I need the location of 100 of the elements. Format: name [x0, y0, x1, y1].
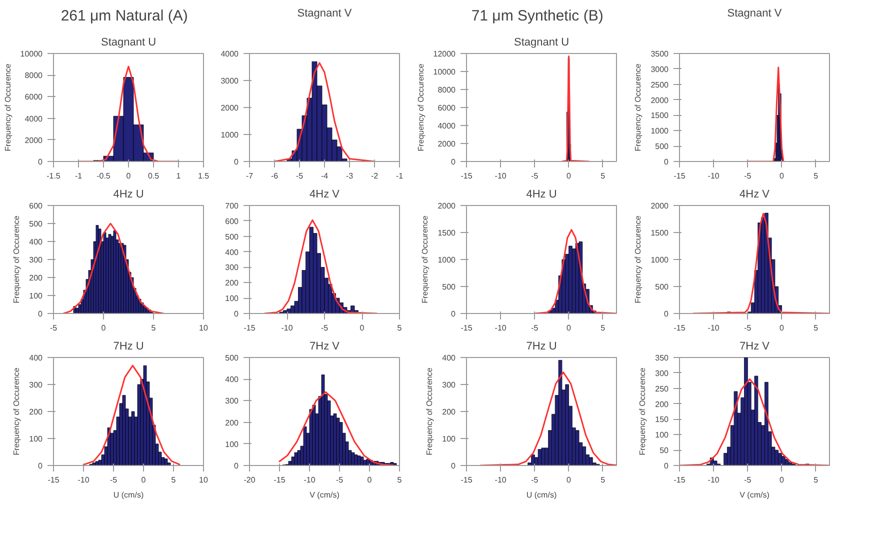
x-tick-label: -10: [304, 476, 316, 484]
y-tick-label: 300: [225, 396, 240, 406]
x-tick-label: -5: [296, 172, 304, 180]
y-tick-label: 100: [655, 430, 670, 440]
x-tick-label: -4: [320, 172, 329, 180]
y-axis-title: Frequency of Occurence: [416, 63, 426, 152]
x-tick-label: -15: [274, 476, 286, 484]
y-tick-label: 1500: [650, 228, 670, 238]
y-tick-label: 500: [225, 354, 240, 362]
x-tick-label: -10: [708, 172, 720, 180]
y-tick-label: 100: [225, 294, 240, 304]
x-tick-label: 0: [566, 476, 572, 484]
x-tick-label: -1: [396, 172, 404, 180]
x-tick-label: -10: [281, 324, 294, 332]
x-tick-label: -15: [674, 324, 686, 332]
x-tick-label: 0: [566, 172, 572, 180]
y-tick-label: 300: [29, 256, 44, 264]
y-tick-label: 1500: [438, 228, 456, 238]
y-tick-label: 1500: [650, 111, 670, 120]
y-tick-label: 200: [29, 408, 44, 416]
y-tick-label: 100: [29, 434, 44, 444]
y-tick-label: 200: [442, 408, 456, 416]
chart-title: 7Hz U: [526, 340, 557, 352]
x-tick-label: 5: [600, 324, 606, 332]
y-tick-label: 600: [29, 202, 44, 210]
y-tick-label: 10000: [433, 68, 456, 76]
y-axis-title: Frequency of Occurence: [634, 63, 643, 152]
y-tick-label: 3500: [650, 50, 670, 58]
x-tick-label: -1: [74, 172, 83, 180]
x-tick-label: 1.5: [198, 172, 210, 180]
y-tick-label: 0: [451, 462, 456, 470]
y-tick-label: 150: [655, 415, 670, 424]
y-tick-label: 600: [225, 216, 240, 226]
x-tick-label: -15: [674, 172, 686, 180]
x-tick-label: 5: [397, 324, 402, 332]
x-tick-label: 0.5: [148, 172, 160, 180]
x-tick-label: 0: [126, 172, 132, 180]
y-axis-title: Frequency of Occurence: [12, 367, 22, 456]
y-tick-label: 300: [442, 380, 456, 390]
y-tick-label: 1000: [650, 256, 670, 264]
x-tick-label: 0: [367, 476, 372, 484]
y-tick-label: 1000: [650, 126, 670, 136]
y-tick-label: 100: [442, 434, 456, 444]
y-tick-label: 500: [225, 232, 240, 242]
text: 261 μm Natural (A): [60, 8, 188, 24]
x-tick-label: -5: [320, 324, 329, 332]
x-tick-label: -5: [531, 324, 539, 332]
y-tick-label: 400: [29, 238, 44, 246]
x-tick-label: -3: [346, 172, 354, 180]
y-tick-label: 400: [29, 354, 44, 362]
x-tick-label: 5: [151, 324, 156, 332]
y-tick-label: 0: [451, 310, 456, 318]
y-tick-label: 100: [29, 292, 44, 300]
x-tick-label: -5: [336, 476, 344, 484]
x-axis-title: U (cm/s): [113, 490, 144, 500]
x-tick-label: -5: [531, 476, 539, 484]
chart-title: 4Hz U: [526, 188, 557, 200]
y-tick-label: 0: [38, 462, 44, 470]
y-tick-label: 2000: [438, 140, 456, 148]
y-tick-label: 0: [664, 462, 670, 470]
y-tick-label: 0: [234, 310, 240, 318]
text: 71 μm Synthetic (B): [471, 8, 604, 24]
x-tick-label: -5: [744, 324, 752, 332]
y-tick-label: 4000: [24, 114, 44, 124]
y-tick-label: 2000: [220, 104, 240, 112]
x-axis-title: V (cm/s): [740, 490, 770, 500]
x-tick-label: -15: [460, 172, 473, 180]
x-tick-label: -10: [78, 476, 90, 484]
chart-title: Stagnant U: [514, 36, 570, 48]
y-tick-label: 2000: [650, 96, 670, 105]
x-tick-label: -20: [244, 476, 256, 484]
x-tick-label: -2: [370, 172, 379, 180]
y-tick-label: 350: [655, 354, 670, 362]
y-tick-label: 0: [38, 310, 44, 318]
y-tick-label: 250: [655, 384, 670, 394]
y-tick-label: 200: [225, 418, 240, 428]
chart-title: Stagnant V: [297, 8, 352, 20]
x-axis-title: U (cm/s): [526, 490, 557, 500]
y-tick-label: 0: [664, 158, 670, 166]
x-tick-label: 0: [101, 324, 106, 332]
chart-title: 4Hz V: [740, 188, 770, 200]
y-tick-label: 1000: [220, 130, 240, 140]
chart-title: 7Hz V: [310, 340, 340, 352]
y-tick-label: 3000: [220, 76, 240, 86]
y-axis-title: Frequency of Occurence: [3, 63, 12, 152]
y-axis-title: Frequency of Occurence: [634, 215, 643, 304]
x-axis-title: V (cm/s): [310, 490, 340, 500]
chart-title: Stagnant V: [727, 8, 782, 20]
y-axis-title: Frequency of Occurence: [420, 215, 430, 304]
y-tick-label: 500: [655, 282, 670, 292]
x-tick-label: 10: [199, 476, 208, 484]
y-axis-title: Frequency of Occurence: [12, 215, 22, 304]
x-tick-label: 0: [141, 476, 146, 484]
x-tick-label: -0.5: [96, 172, 111, 180]
x-tick-label: -6: [270, 172, 279, 180]
x-tick-label: 0: [780, 172, 785, 180]
y-tick-label: 500: [655, 142, 670, 152]
x-tick-label: 0: [566, 324, 572, 332]
x-tick-label: -10: [494, 476, 507, 484]
x-tick-label: -15: [244, 324, 256, 332]
